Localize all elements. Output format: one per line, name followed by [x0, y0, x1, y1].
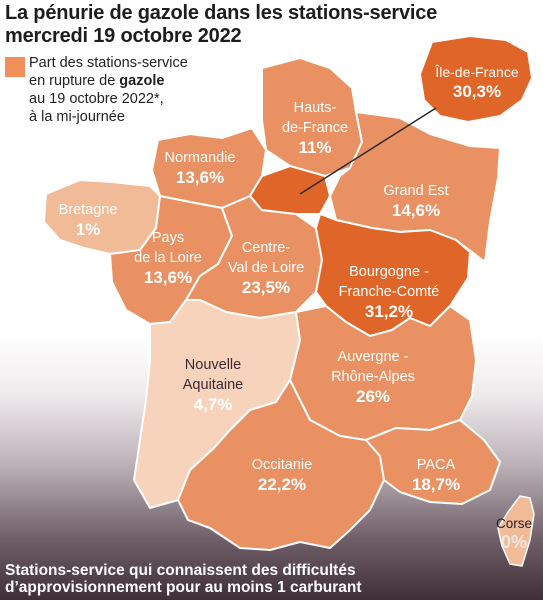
- label-grand-est: Grand Est 14,6%: [366, 181, 466, 221]
- legend-line-2-prefix: en rupture de: [29, 73, 120, 89]
- label-centre-val-de-loire-name-1: Centre-: [241, 240, 291, 256]
- label-bourgogne-franche-comte: Bourgogne - Franche-Comté 31,2%: [326, 262, 452, 322]
- label-bourgogne-franche-comte-name-2: Franche-Comté: [338, 284, 440, 300]
- label-grand-est-value: 14,6%: [391, 201, 441, 220]
- label-pays-de-la-loire: Pays de la Loire 13,6%: [122, 228, 214, 288]
- label-corse-value: 0%: [500, 532, 527, 552]
- label-hauts-de-france-name-1: Hauts-: [293, 100, 337, 116]
- inset-ile-de-france: [419, 35, 533, 123]
- label-bourgogne-franche-comte-value: 31,2%: [364, 302, 414, 321]
- label-corse-name: Corse: [495, 516, 532, 531]
- label-bourgogne-franche-comte-name-1: Bourgogne -: [349, 264, 429, 280]
- footer-caption: Stations-service qui connaissent des dif…: [5, 562, 362, 596]
- label-normandie-value: 13,6%: [175, 168, 225, 187]
- footer-line-1: Stations-service qui connaissent des dif…: [5, 562, 356, 579]
- label-paca: PACA 18,7%: [396, 455, 476, 495]
- label-bretagne-value: 1%: [75, 220, 101, 239]
- label-ile-de-france: Île-de-France 30,3%: [427, 63, 527, 101]
- figure-title: La pénurie de gazole dans les stations-s…: [5, 2, 437, 48]
- label-grand-est-name: Grand Est: [383, 183, 449, 199]
- label-occitanie: Occitanie 22,2%: [236, 455, 328, 495]
- legend-line-2-bold: gazole: [119, 73, 165, 89]
- footer-line-2: d’approvisionnement pour au moins 1 carb…: [5, 579, 362, 596]
- label-auvergne-rhone-alpes: Auvergne - Rhône-Alpes 26%: [318, 347, 428, 407]
- label-centre-val-de-loire-value: 23,5%: [241, 278, 291, 297]
- label-nouvelle-aquitaine-name-2: Aquitaine: [182, 377, 244, 393]
- label-hauts-de-france-value: 11%: [298, 138, 332, 157]
- label-centre-val-de-loire-name-2: Val de Loire: [227, 260, 305, 276]
- label-auvergne-rhone-alpes-name-1: Auvergne -: [337, 349, 409, 365]
- label-normandie: Normandie 13,6%: [152, 148, 248, 188]
- label-auvergne-rhone-alpes-name-2: Rhône-Alpes: [331, 369, 415, 385]
- label-pays-de-la-loire-value: 13,6%: [143, 268, 193, 287]
- label-nouvelle-aquitaine-value: 4,7%: [193, 395, 233, 414]
- label-ile-de-france-value: 30,3%: [452, 82, 502, 101]
- title-line-2: mercredi 19 octobre 2022: [5, 25, 242, 47]
- label-paca-name: PACA: [416, 457, 456, 473]
- legend-line-4: à la mi-journée: [29, 109, 125, 125]
- label-paca-value: 18,7%: [411, 475, 461, 494]
- label-ile-de-france-name: Île-de-France: [435, 64, 519, 80]
- region-paca: [365, 419, 501, 505]
- label-nouvelle-aquitaine-name-1: Nouvelle: [184, 357, 242, 373]
- label-normandie-name: Normandie: [164, 150, 236, 166]
- label-centre-val-de-loire: Centre- Val de Loire 23,5%: [218, 238, 314, 298]
- label-hauts-de-france: Hauts- de-France 11%: [270, 98, 360, 158]
- inset-connector-line: [299, 107, 437, 195]
- legend-line-3: au 19 octobre 2022*,: [29, 91, 164, 107]
- label-bretagne: Bretagne 1%: [48, 200, 128, 240]
- label-occitanie-name: Occitanie: [251, 457, 313, 473]
- title-line-1: La pénurie de gazole dans les stations-s…: [5, 2, 438, 24]
- region-corse: [497, 495, 535, 567]
- legend-swatch: [5, 57, 25, 77]
- legend-text: Part des stations-service en rupture de …: [29, 54, 188, 126]
- label-pays-de-la-loire-name-1: Pays: [151, 230, 185, 246]
- label-auvergne-rhone-alpes-value: 26%: [355, 387, 391, 406]
- label-hauts-de-france-name-2: de-France: [281, 120, 349, 136]
- label-bretagne-name: Bretagne: [58, 202, 118, 218]
- label-corse: Corse 0%: [491, 515, 537, 551]
- label-nouvelle-aquitaine: Nouvelle Aquitaine 4,7%: [166, 355, 260, 415]
- label-occitanie-value: 22,2%: [257, 475, 307, 494]
- legend-line-2: en rupture de gazole: [29, 72, 188, 90]
- legend-line-1: Part des stations-service: [29, 55, 188, 71]
- label-pays-de-la-loire-name-2: de la Loire: [134, 250, 202, 266]
